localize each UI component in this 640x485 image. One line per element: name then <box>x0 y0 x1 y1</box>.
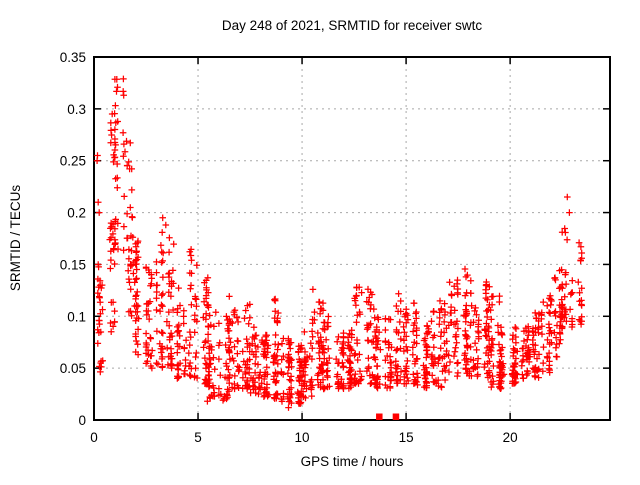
svg-text:0.15: 0.15 <box>60 257 86 272</box>
svg-text:0.3: 0.3 <box>67 102 86 117</box>
x-tick-labels: 0 5 10 15 20 <box>90 430 517 445</box>
svg-text:15: 15 <box>399 430 414 445</box>
flag-markers <box>376 413 400 420</box>
scatter-series <box>93 75 585 411</box>
svg-text:0: 0 <box>90 430 98 445</box>
svg-text:0.2: 0.2 <box>67 206 86 221</box>
svg-text:5: 5 <box>194 430 202 445</box>
x-axis-label: GPS time / hours <box>301 454 404 469</box>
flag-square <box>376 413 383 420</box>
plot-border <box>93 56 611 421</box>
svg-text:0: 0 <box>78 413 86 428</box>
chart-title: Day 248 of 2021, SRMTID for receiver swt… <box>222 18 483 33</box>
y-tick-labels: 0 0.05 0.1 0.15 0.2 0.25 0.3 0.35 <box>60 50 86 428</box>
svg-text:10: 10 <box>295 430 310 445</box>
svg-text:0.25: 0.25 <box>60 154 86 169</box>
y-axis-label: SRMTID / TECUs <box>8 185 23 292</box>
flag-square <box>392 413 400 420</box>
svg-text:0.35: 0.35 <box>60 50 86 65</box>
svg-text:20: 20 <box>503 430 518 445</box>
svg-text:0.1: 0.1 <box>67 309 86 324</box>
svg-text:0.05: 0.05 <box>60 361 86 376</box>
